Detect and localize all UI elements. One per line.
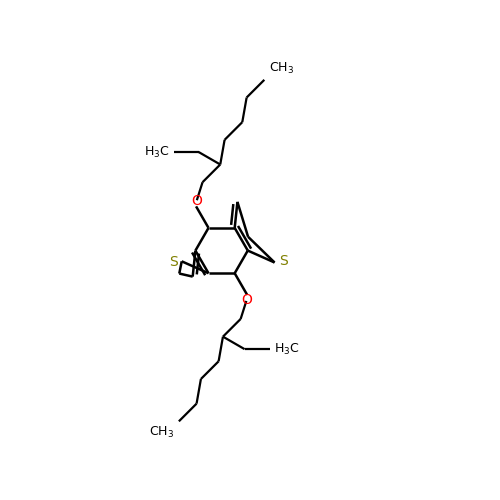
Text: S: S xyxy=(278,254,287,268)
Text: H$_3$C: H$_3$C xyxy=(144,144,170,160)
Text: H$_3$C: H$_3$C xyxy=(274,342,299,356)
Text: S: S xyxy=(169,256,177,270)
Text: CH$_3$: CH$_3$ xyxy=(269,61,294,76)
Text: O: O xyxy=(241,293,252,307)
Text: O: O xyxy=(192,194,202,208)
Text: CH$_3$: CH$_3$ xyxy=(149,425,174,440)
